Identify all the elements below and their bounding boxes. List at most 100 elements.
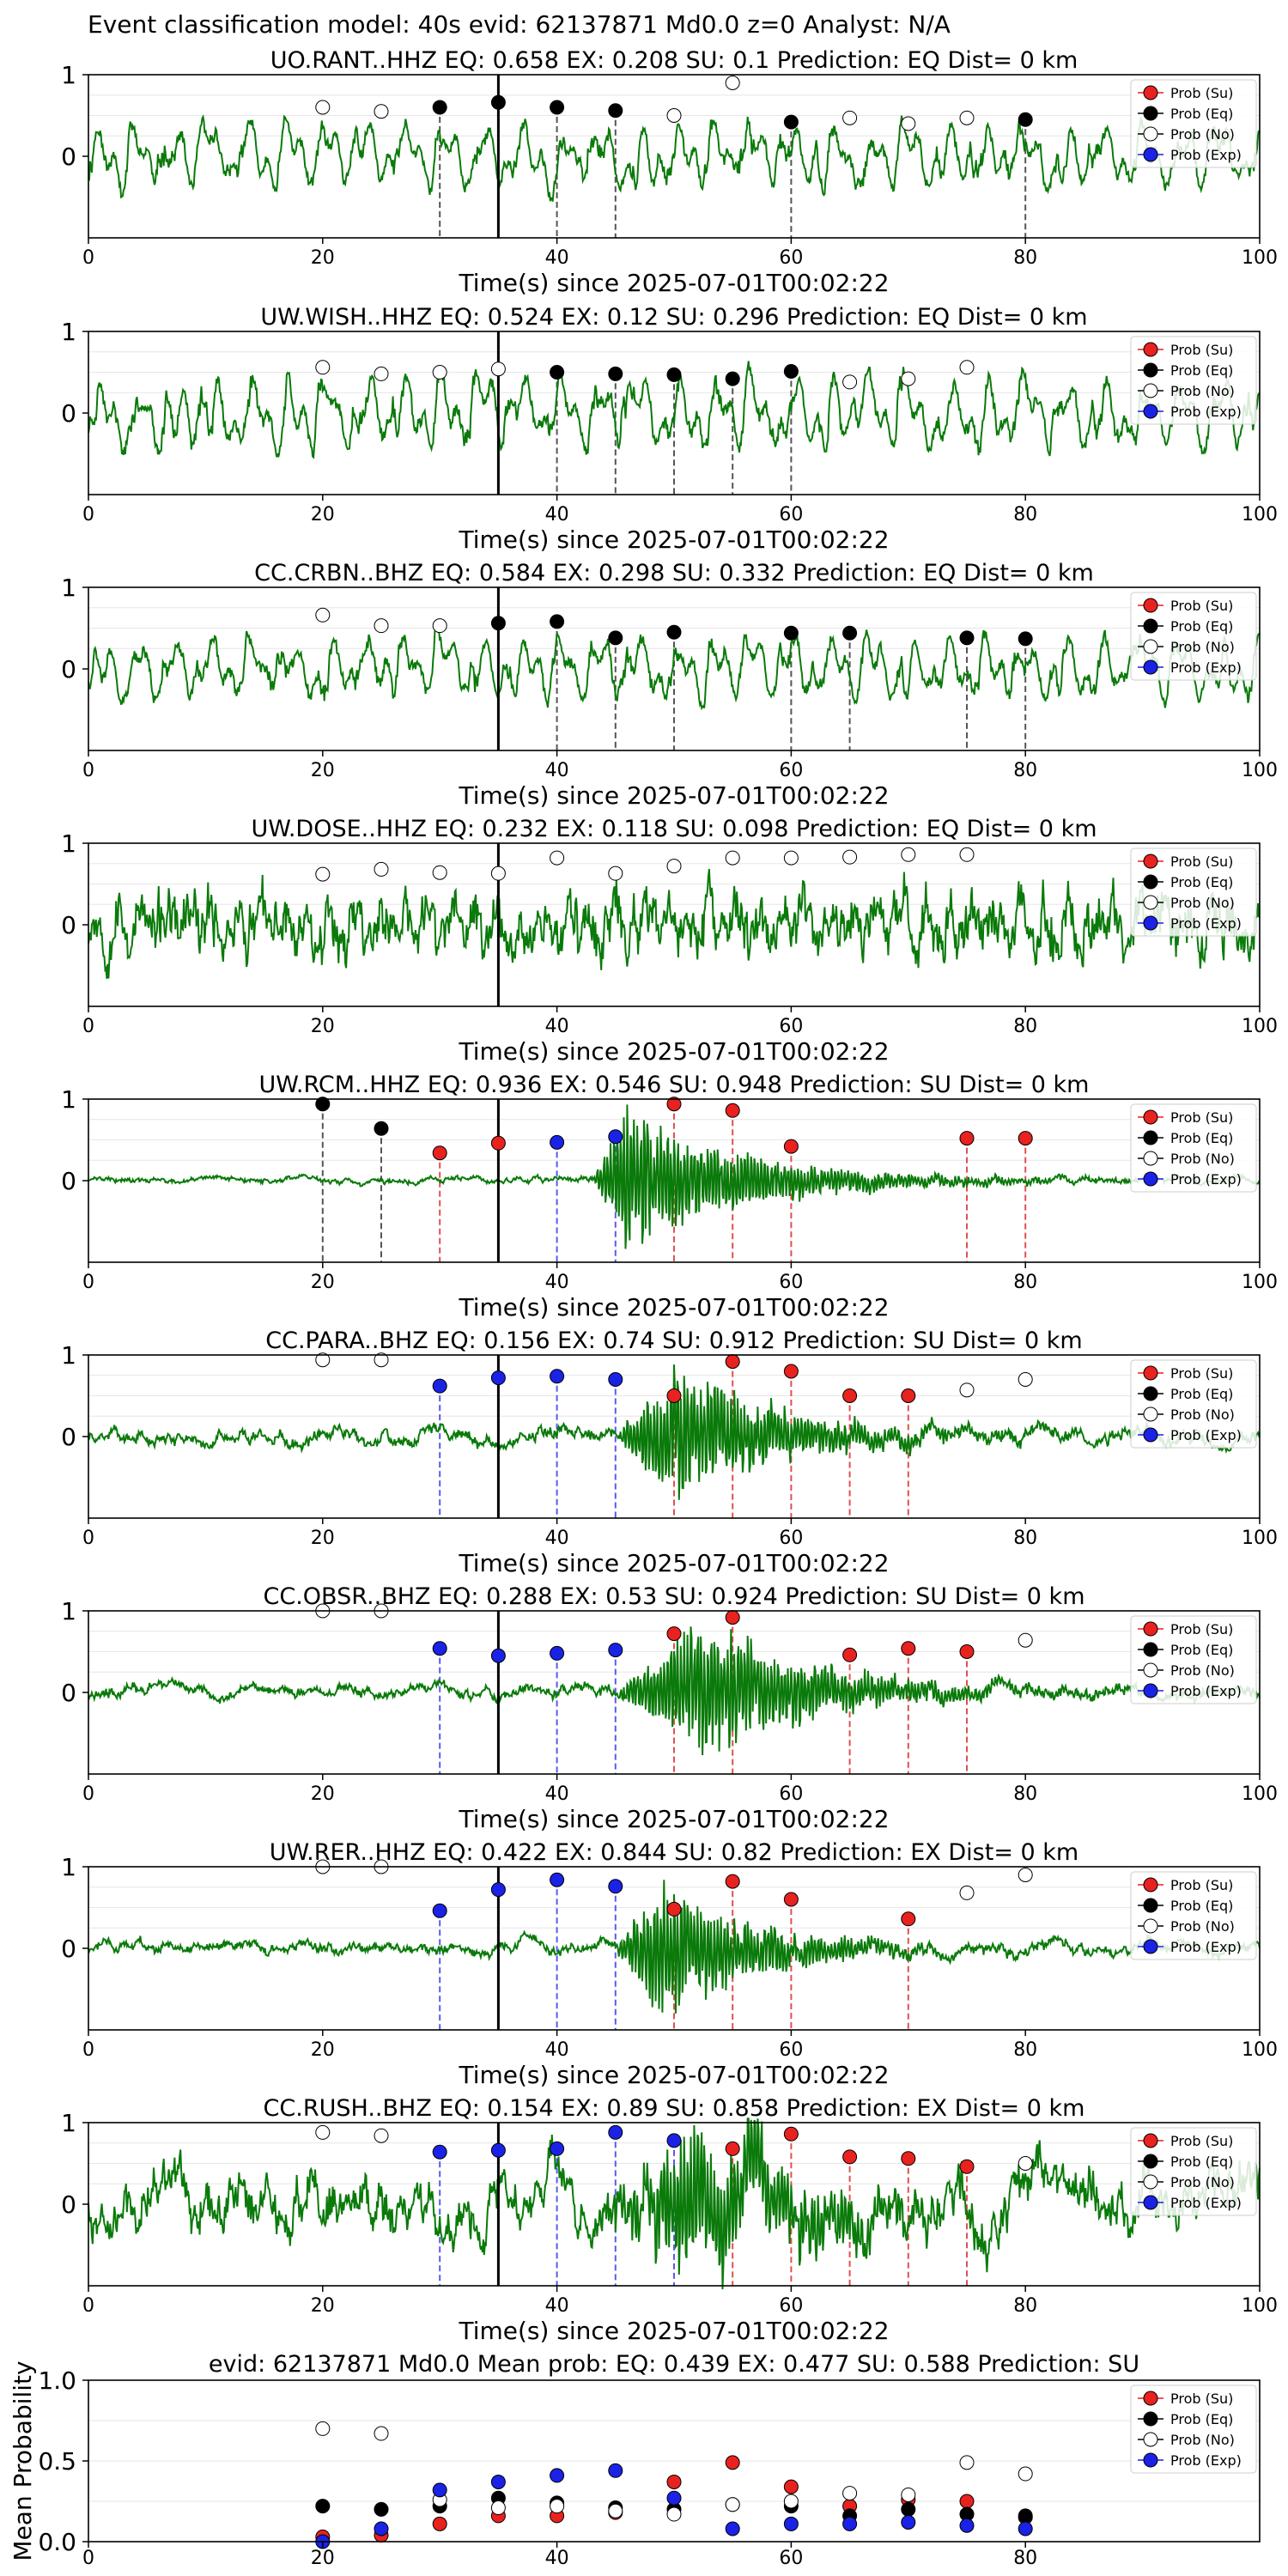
- x-tick-label: 40: [545, 1783, 569, 1805]
- legend-marker-eq: [1143, 1130, 1158, 1145]
- x-tick-label: 80: [1013, 2295, 1037, 2317]
- legend-marker-exp: [1143, 1939, 1158, 1954]
- panel-UW.RCM..HHZ: UW.RCM..HHZ EQ: 0.936 EX: 0.546 SU: 0.94…: [61, 1072, 1278, 1321]
- prob-point-eq: [666, 624, 682, 640]
- prob-point-exp: [608, 1643, 623, 1658]
- prob-point-exp: [490, 2142, 506, 2158]
- y-tick-label: 1.0: [38, 2366, 76, 2395]
- legend-label-exp: Prob (Exp): [1170, 2195, 1242, 2211]
- x-tick-label: 40: [545, 1272, 569, 1293]
- mean-point-su: [783, 2479, 799, 2494]
- mean-point-no: [725, 2497, 740, 2512]
- prob-point-su: [959, 1644, 975, 1659]
- prob-point-eq: [842, 625, 858, 641]
- legend: Prob (Su) Prob (Eq) Prob (No) Prob (Exp): [1130, 1359, 1257, 1449]
- x-tick-label: 0: [82, 504, 94, 526]
- x-tick-label: 20: [311, 1016, 335, 1037]
- prob-point-exp: [608, 2124, 623, 2140]
- legend: Prob (Su) Prob (Eq) Prob (No) Prob (Exp): [1130, 1871, 1257, 1960]
- legend-marker-eq: [1143, 1642, 1158, 1657]
- prob-point-no: [959, 360, 975, 375]
- panel-UO.RANT..HHZ: UO.RANT..HHZ EQ: 0.658 EX: 0.208 SU: 0.1…: [61, 47, 1278, 297]
- legend-label-eq: Prob (Eq): [1170, 1898, 1233, 1914]
- legend-marker-no: [1143, 126, 1158, 142]
- legend-label-eq: Prob (Eq): [1170, 1130, 1233, 1146]
- prob-point-su: [901, 1641, 916, 1656]
- x-tick-label: 80: [1013, 504, 1037, 526]
- prob-point-exp: [608, 1372, 623, 1387]
- waveform-trace: [88, 2117, 1261, 2290]
- prob-point-no: [842, 110, 858, 125]
- panel-UW.RER..HHZ: UW.RER..HHZ EQ: 0.422 EX: 0.844 SU: 0.82…: [61, 1839, 1278, 2089]
- prob-point-su: [490, 1135, 506, 1151]
- prob-point-eq: [666, 367, 682, 382]
- panel-title: evid: 62137871 Md0.0 Mean prob: EQ: 0.43…: [209, 2351, 1139, 2378]
- prob-point-no: [432, 865, 447, 880]
- legend-marker-su: [1143, 2133, 1158, 2148]
- legend-marker-eq: [1143, 618, 1158, 634]
- prob-point-eq: [315, 1097, 331, 1112]
- prob-point-eq: [1018, 112, 1033, 127]
- legend-marker-exp: [1143, 1171, 1158, 1187]
- mean-point-no: [842, 2486, 858, 2501]
- legend-label-no: Prob (No): [1170, 1662, 1235, 1679]
- legend-marker-eq: [1143, 1898, 1158, 1913]
- x-tick-label: 80: [1013, 2039, 1037, 2061]
- prob-point-su: [666, 1901, 682, 1917]
- prob-point-eq: [374, 1121, 389, 1136]
- x-tick-label: 0: [82, 2039, 94, 2061]
- prob-point-su: [959, 1131, 975, 1146]
- panel-title: CC.RUSH..BHZ EQ: 0.154 EX: 0.89 SU: 0.85…: [264, 2095, 1085, 2122]
- prob-point-no: [315, 360, 331, 375]
- y-tick-label: 0: [61, 1167, 76, 1195]
- prob-point-su: [725, 1103, 740, 1118]
- prob-point-exp: [550, 1645, 565, 1661]
- x-tick-label: 60: [779, 760, 803, 781]
- figure-suptitle: Event classification model: 40s evid: 62…: [88, 10, 951, 39]
- prob-point-eq: [608, 366, 623, 381]
- legend-marker-su: [1143, 1109, 1158, 1125]
- panel-CC.CRBN..BHZ: CC.CRBN..BHZ EQ: 0.584 EX: 0.298 SU: 0.3…: [61, 560, 1278, 810]
- y-tick-label: 1: [61, 61, 76, 89]
- prob-point-no: [842, 374, 858, 390]
- x-tick-label: 0: [82, 2295, 94, 2317]
- legend-marker-su: [1143, 1877, 1158, 1893]
- mean-point-su: [666, 2474, 682, 2489]
- legend-label-su: Prob (Su): [1170, 85, 1233, 101]
- x-tick-label: 80: [1013, 760, 1037, 781]
- legend-label-su: Prob (Su): [1170, 598, 1233, 614]
- legend-marker-exp: [1143, 2452, 1158, 2468]
- prob-point-eq: [490, 616, 506, 631]
- x-tick-label: 60: [779, 1016, 803, 1037]
- x-tick-label: 80: [1013, 2548, 1037, 2569]
- y-axis-label: Mean Probability: [9, 2360, 37, 2561]
- panel-mean-probability: evid: 62137871 Md0.0 Mean prob: EQ: 0.43…: [9, 2351, 1261, 2569]
- panel-title: UW.WISH..HHZ EQ: 0.524 EX: 0.12 SU: 0.29…: [260, 304, 1087, 331]
- legend-frame: [1130, 2127, 1257, 2216]
- prob-point-no: [1018, 1868, 1033, 1882]
- prob-point-eq: [783, 114, 799, 130]
- legend-marker-su: [1143, 342, 1158, 357]
- x-tick-label: 0: [82, 2548, 94, 2569]
- legend-label-su: Prob (Su): [1170, 854, 1233, 870]
- prob-point-exp: [550, 1369, 565, 1384]
- x-tick-label: 0: [82, 1016, 94, 1037]
- prob-point-exp: [608, 1879, 623, 1894]
- mean-point-exp: [783, 2516, 799, 2531]
- prob-point-exp: [490, 1882, 506, 1898]
- legend: Prob (Su) Prob (Eq) Prob (No) Prob (Exp): [1130, 848, 1257, 937]
- prob-point-exp: [432, 1903, 447, 1918]
- legend-marker-eq: [1143, 874, 1158, 890]
- x-tick-label: 20: [311, 1272, 335, 1293]
- x-tick-label: 100: [1242, 504, 1278, 526]
- legend-marker-su: [1143, 854, 1158, 869]
- prob-point-su: [666, 1097, 682, 1112]
- legend-marker-exp: [1143, 1683, 1158, 1698]
- x-tick-label: 100: [1242, 2295, 1278, 2317]
- legend-marker-su: [1143, 1365, 1158, 1381]
- prob-point-su: [725, 1874, 740, 1889]
- legend-label-su: Prob (Su): [1170, 1365, 1233, 1382]
- prob-point-no: [432, 618, 447, 634]
- panel-title: UW.RER..HHZ EQ: 0.422 EX: 0.844 SU: 0.82…: [270, 1839, 1078, 1866]
- panel-title: CC.PARA..BHZ EQ: 0.156 EX: 0.74 SU: 0.91…: [265, 1327, 1082, 1354]
